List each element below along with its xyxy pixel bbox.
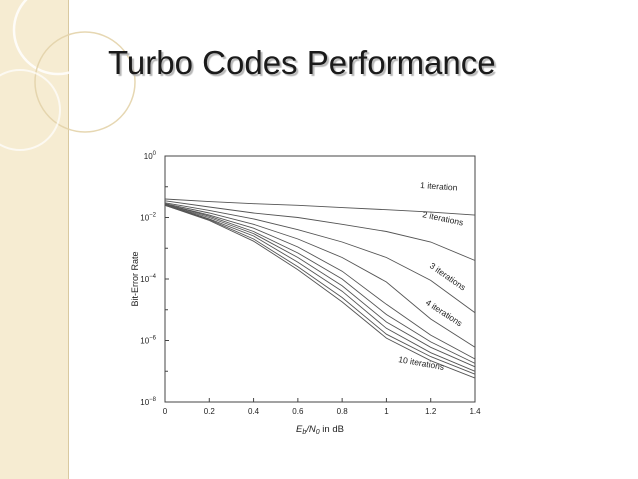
y-tick-base: 10 bbox=[140, 214, 149, 223]
x-axis: 0 0.2 0.4 0.6 0.8 1 1.2 1.4 bbox=[163, 398, 481, 416]
x-label-n: /N bbox=[305, 424, 316, 435]
y-tick-label: 100 bbox=[144, 151, 157, 161]
y-tick-base: 10 bbox=[144, 152, 153, 161]
y-tick-base: 10 bbox=[140, 337, 149, 346]
series-line-2 bbox=[164, 200, 476, 261]
plot-area bbox=[164, 155, 476, 403]
series-line-9 bbox=[164, 204, 476, 375]
y-tick-label: 10−4 bbox=[140, 274, 156, 284]
series-line-7 bbox=[164, 204, 476, 368]
series-line-4 bbox=[164, 203, 476, 348]
y-tick-exponent: −4 bbox=[149, 274, 157, 280]
x-label-sub-0: 0 bbox=[316, 429, 320, 436]
series-line-3 bbox=[164, 202, 476, 314]
y-tick-base: 10 bbox=[140, 398, 149, 407]
slide-title: Turbo Codes Performance bbox=[108, 44, 496, 81]
x-tick-label: 0.6 bbox=[292, 407, 304, 416]
x-label-sub-b: b bbox=[302, 429, 306, 436]
x-axis-label: Eb/N0 in dB bbox=[296, 424, 344, 436]
series-group bbox=[164, 198, 476, 379]
y-tick-exponent: −2 bbox=[149, 213, 157, 219]
y-tick-base: 10 bbox=[140, 275, 149, 284]
y-tick-label: 10−2 bbox=[140, 213, 156, 223]
y-tick-exponent: 0 bbox=[153, 151, 157, 157]
x-tick-label: 1.2 bbox=[425, 407, 437, 416]
x-tick-label: 0.4 bbox=[248, 407, 260, 416]
x-tick-label: 0 bbox=[163, 407, 168, 416]
x-tick-label: 1.4 bbox=[469, 407, 481, 416]
x-label-e: E bbox=[296, 424, 303, 435]
y-tick-label: 10−6 bbox=[140, 336, 156, 346]
y-tick-exponent: −6 bbox=[149, 336, 157, 342]
series-line-6 bbox=[164, 203, 476, 364]
x-tick-label: 0.2 bbox=[204, 407, 216, 416]
annotation-1-iteration: 1 iteration bbox=[420, 180, 458, 193]
series-line-5 bbox=[164, 203, 476, 360]
x-tick-label: 1 bbox=[384, 407, 389, 416]
series-line-8 bbox=[164, 204, 476, 372]
x-label-rest: in dB bbox=[320, 424, 344, 435]
y-tick-exponent: −8 bbox=[149, 397, 157, 403]
series-line-10 bbox=[164, 204, 476, 379]
y-axis-label: Bit-Error Rate bbox=[130, 251, 140, 306]
y-tick-label: 10−8 bbox=[140, 397, 156, 407]
series-line-1 bbox=[164, 198, 476, 216]
x-tick-label: 0.8 bbox=[337, 407, 349, 416]
